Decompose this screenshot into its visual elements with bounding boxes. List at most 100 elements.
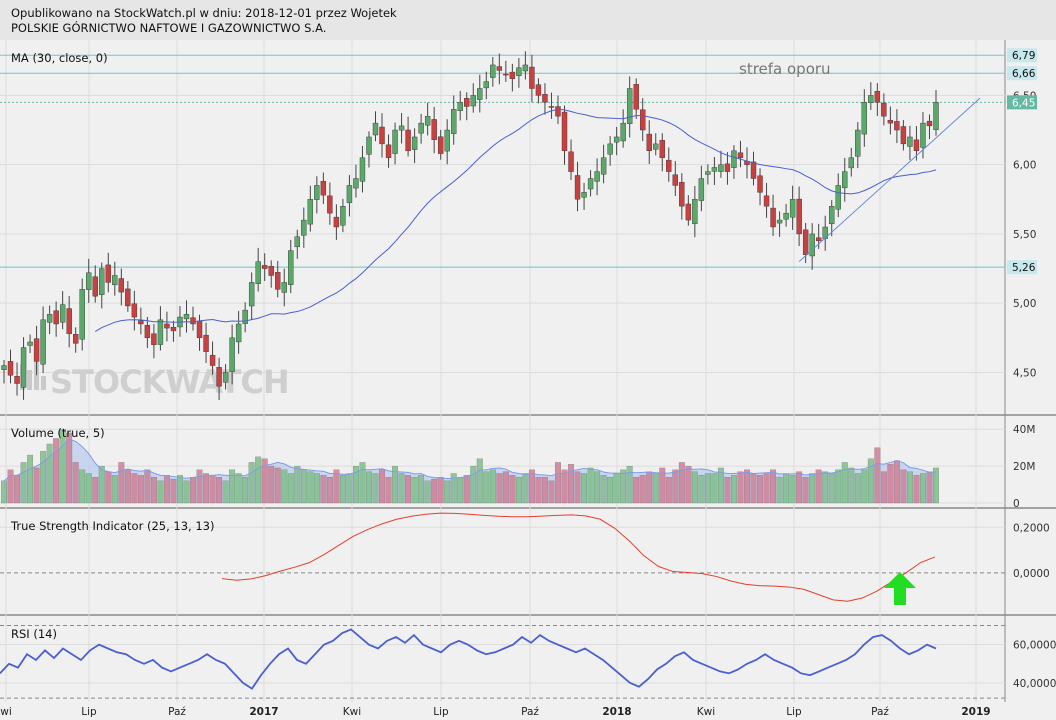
candle-body: [268, 266, 274, 276]
candle-body: [926, 120, 933, 127]
candle-body: [235, 323, 242, 343]
candle-body: [327, 195, 333, 214]
volume-bar: [255, 456, 262, 504]
candle: [789, 185, 796, 230]
volume-bar: [372, 473, 379, 504]
x-axis-area: [0, 702, 1056, 720]
candle: [894, 109, 900, 144]
volume-bar: [203, 473, 209, 504]
candle-body: [353, 178, 359, 189]
candle: [92, 265, 98, 303]
volume-bar: [137, 475, 144, 504]
volume-bar: [450, 473, 457, 504]
volume-bar: [594, 471, 601, 504]
volume-bar: [620, 469, 627, 504]
candle: [477, 74, 483, 113]
volume-bar: [248, 462, 255, 504]
candle-body: [835, 185, 841, 210]
volume-bar: [828, 473, 835, 504]
candle: [750, 151, 757, 186]
candle: [281, 268, 287, 307]
candle: [353, 164, 359, 198]
volume-bar: [763, 473, 770, 504]
volume-bar: [933, 467, 939, 504]
volume-bar: [704, 473, 711, 504]
volume-bar: [744, 469, 750, 504]
price-label-box: [1007, 48, 1037, 63]
candle-body: [490, 64, 496, 78]
volume-bar: [431, 478, 438, 504]
candle: [607, 136, 613, 166]
volume-bar: [222, 480, 229, 504]
rsi-tick-label: 40,0000: [1013, 678, 1056, 690]
candle-body: [366, 136, 372, 155]
candle: [685, 195, 692, 226]
volume-bar: [476, 458, 483, 504]
candle-body: [757, 175, 763, 193]
volume-bar: [20, 462, 27, 504]
volume-bar: [750, 473, 757, 504]
candle-body: [46, 314, 53, 323]
volume-bar: [444, 480, 451, 504]
candle: [170, 320, 177, 342]
candle-body: [144, 324, 151, 339]
candle: [633, 78, 639, 119]
candle-body: [640, 109, 646, 131]
candle: [314, 176, 320, 214]
candle-body: [626, 88, 633, 124]
candle: [164, 311, 170, 342]
candle: [190, 306, 196, 331]
volume-bar: [287, 473, 294, 504]
candle-body: [874, 91, 881, 103]
volume-bar: [463, 475, 470, 504]
candle-body: [333, 216, 340, 228]
volume-bar: [861, 469, 868, 504]
candle-body: [183, 314, 190, 320]
candle: [112, 261, 118, 296]
volume-bar: [418, 475, 425, 504]
candle-body: [561, 111, 568, 152]
candle-body: [209, 354, 216, 366]
volume-bar: [411, 477, 418, 504]
candle-body: [222, 372, 229, 383]
volume-bar: [105, 471, 112, 504]
candle-body: [229, 337, 235, 372]
company-name: POLSKIE GÓRNICTWO NAFTOWE I GAZOWNICTWO …: [11, 21, 327, 35]
candle-body: [196, 320, 203, 339]
candle-body: [105, 264, 111, 283]
candle: [301, 207, 307, 248]
volume-bar: [307, 471, 314, 504]
candle: [372, 111, 379, 142]
candle: [444, 119, 450, 165]
candle-body: [613, 136, 620, 143]
volume-bar: [528, 469, 535, 504]
volume-bar: [79, 469, 86, 504]
volume-bar: [841, 462, 848, 504]
candle-body: [646, 133, 652, 152]
candle-body: [529, 66, 535, 89]
volume-bar: [366, 471, 372, 504]
candle: [679, 173, 685, 220]
candle-body: [522, 64, 529, 72]
candle-body: [679, 182, 685, 207]
volume-bar: [893, 460, 900, 504]
candle: [581, 182, 587, 210]
candle: [333, 204, 340, 240]
volume-bar: [268, 465, 275, 504]
candle-body: [340, 206, 346, 226]
candle-body: [464, 98, 470, 107]
volume-tick-label: 0: [1013, 498, 1020, 510]
volume-bar: [757, 475, 763, 504]
volume-bar: [72, 462, 79, 504]
volume-bar: [398, 473, 405, 504]
price-label: 6,45: [1012, 97, 1035, 109]
candle-body: [86, 272, 92, 290]
candle: [829, 200, 835, 237]
volume-bar: [392, 465, 398, 504]
candle: [40, 306, 46, 374]
candle: [125, 281, 131, 312]
volume-bar: [33, 467, 40, 504]
candle: [600, 144, 607, 184]
volume-bar: [652, 473, 659, 504]
